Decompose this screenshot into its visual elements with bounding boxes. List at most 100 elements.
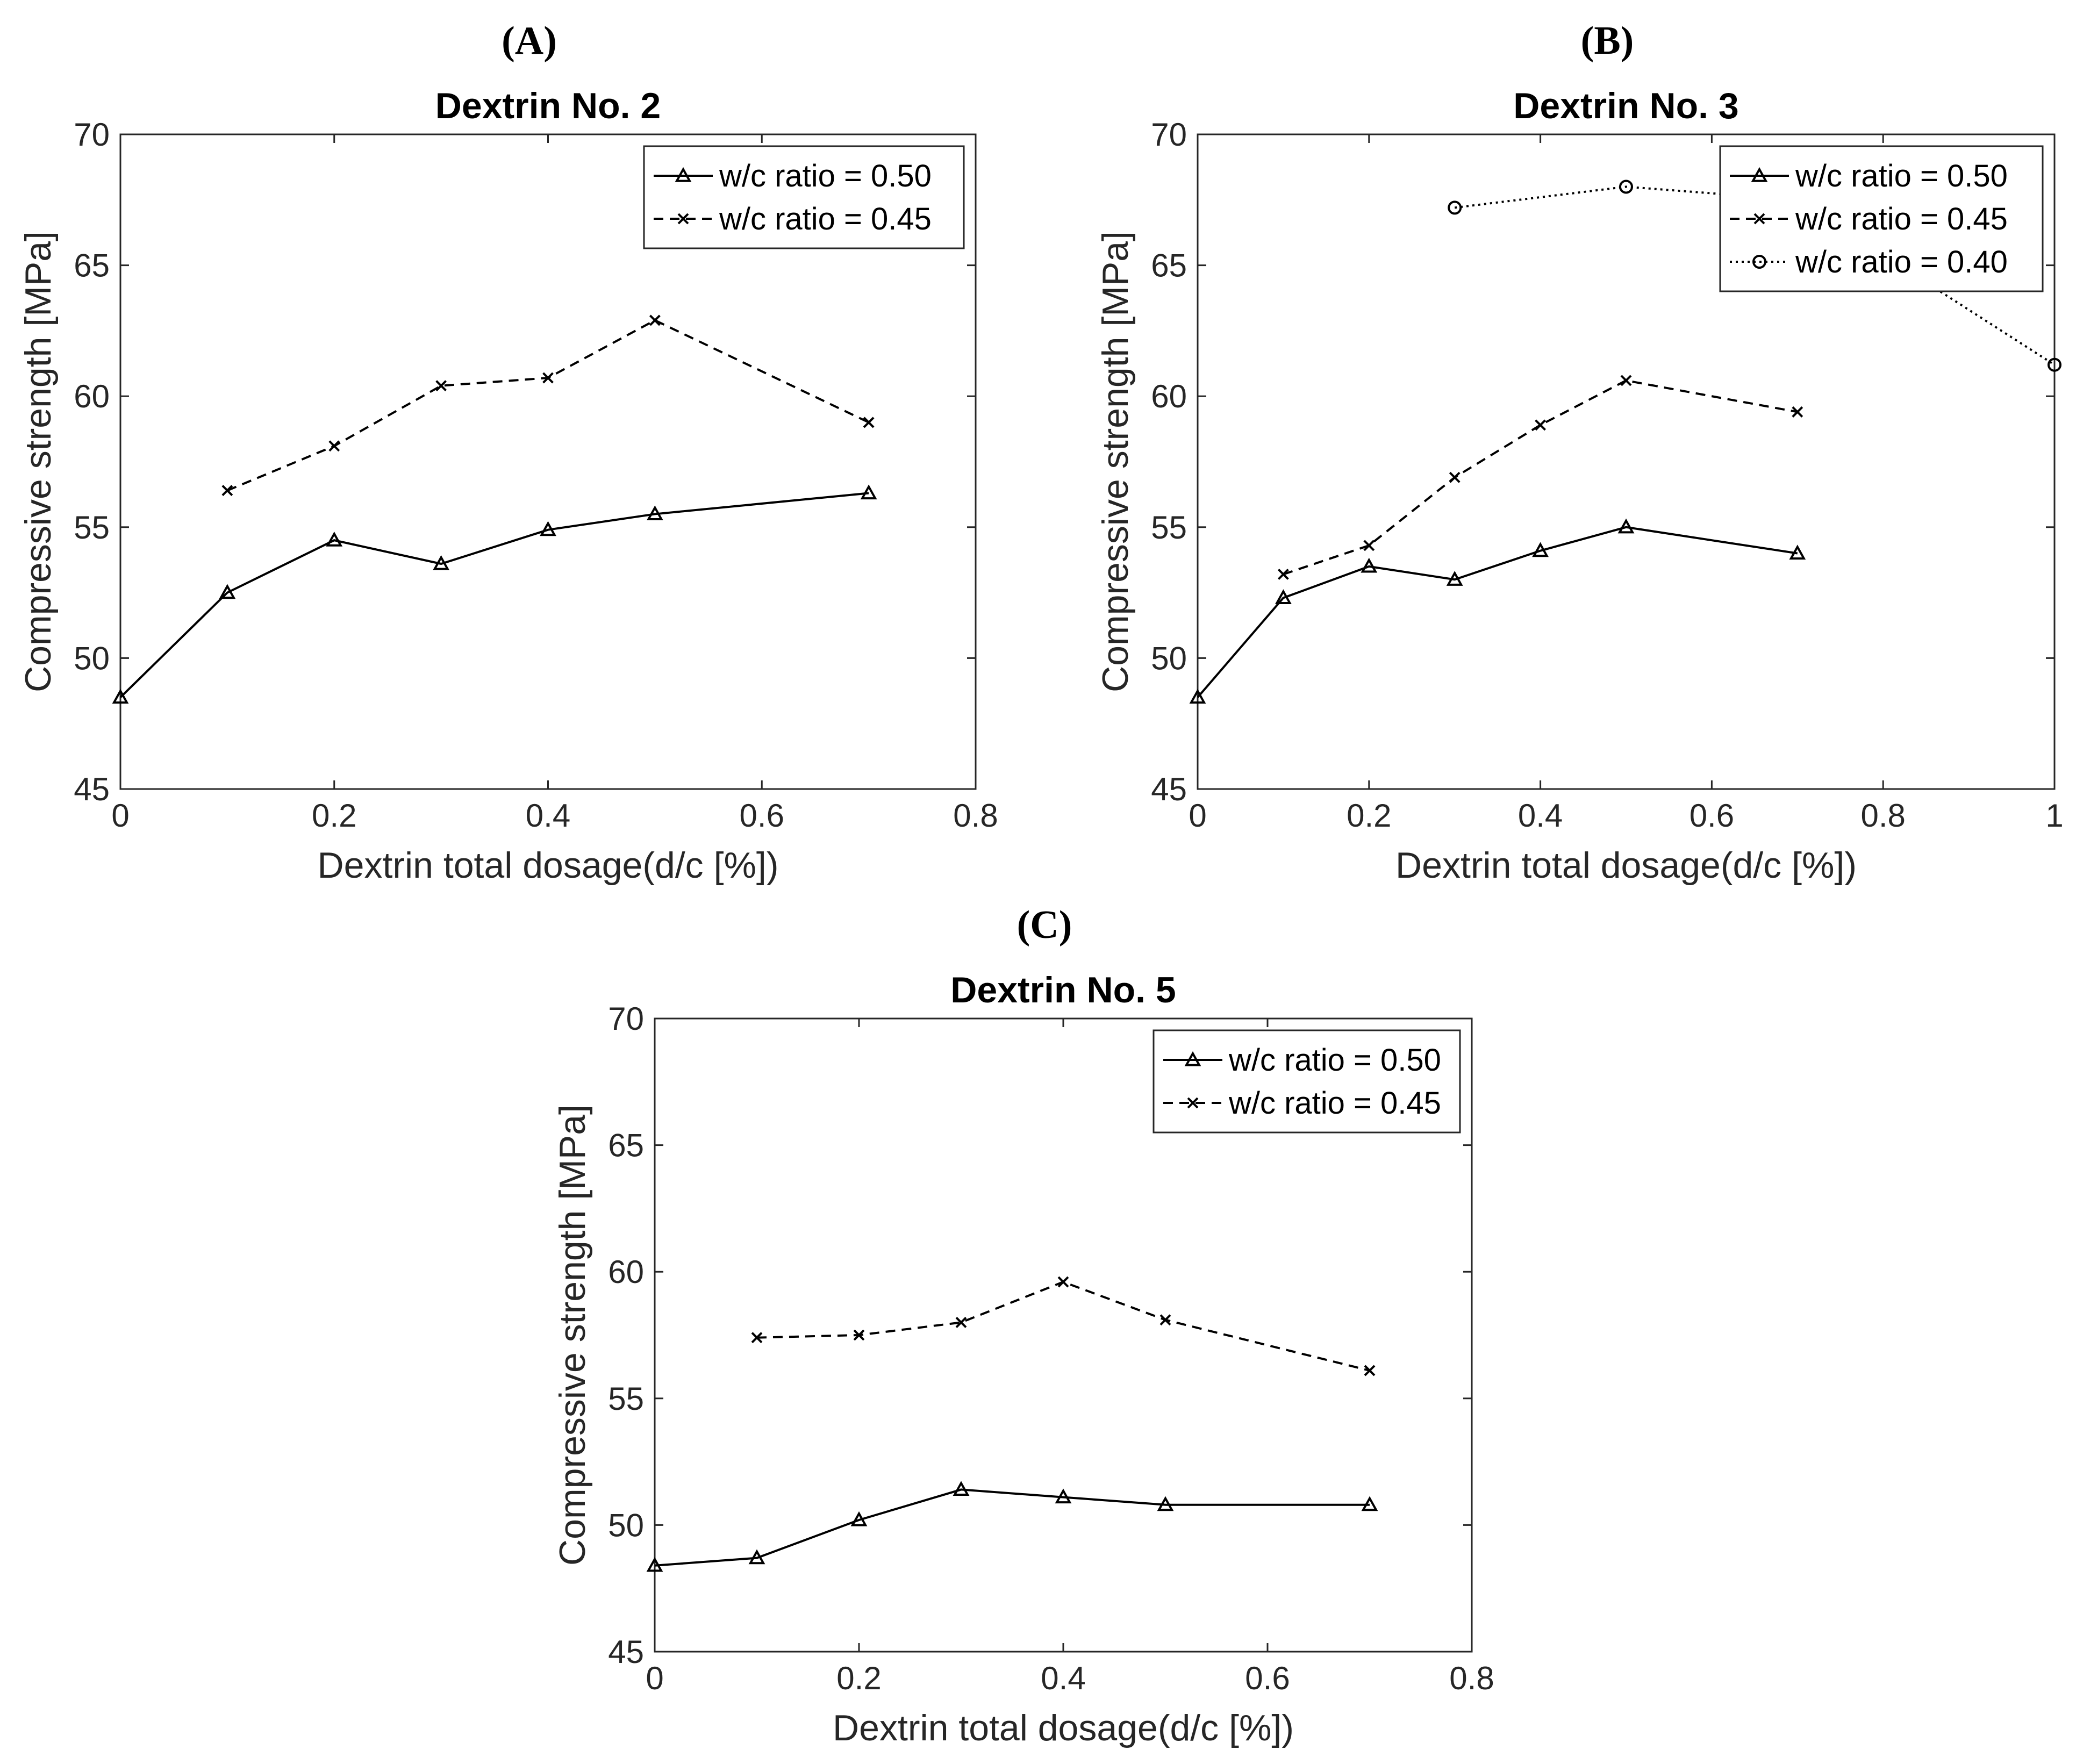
y-tick-label: 60 xyxy=(608,1254,644,1290)
y-tick-label: 45 xyxy=(74,771,110,807)
data-point-circle xyxy=(1619,180,1633,194)
panel-label: (C) xyxy=(1017,903,1072,947)
legend-entry: w/c ratio = 0.50 xyxy=(654,159,932,193)
x-tick-label: 0.2 xyxy=(1347,798,1391,834)
data-point-triangle xyxy=(540,521,556,536)
data-point-x xyxy=(863,417,875,428)
y-tick-label: 65 xyxy=(74,248,110,284)
x-tick-label: 0 xyxy=(646,1660,663,1696)
y-tick-label: 65 xyxy=(608,1128,644,1164)
legend-marker-x xyxy=(677,213,689,225)
x-tick-label: 0.8 xyxy=(1860,798,1905,834)
legend: w/c ratio = 0.50 w/c ratio = 0.45 xyxy=(643,145,965,249)
y-tick-label: 60 xyxy=(74,378,110,414)
series-line xyxy=(227,319,869,492)
y-tick-label: 50 xyxy=(1151,640,1187,676)
legend-entry: w/c ratio = 0.45 xyxy=(654,202,932,236)
x-tick-label: 0.2 xyxy=(312,798,356,834)
data-point-triangle xyxy=(1789,544,1806,560)
data-point-triangle xyxy=(748,1549,765,1565)
y-tick-label: 70 xyxy=(74,117,110,153)
chart-title: Dextrin No. 2 xyxy=(435,85,661,126)
legend-marker-triangle xyxy=(675,167,692,182)
data-point-x xyxy=(435,380,447,392)
legend-label: w/c ratio = 0.45 xyxy=(719,202,932,236)
y-tick-label: 50 xyxy=(74,640,110,676)
x-axis-label: Dextrin total dosage(d/c [%]) xyxy=(833,1708,1294,1748)
legend-box xyxy=(1719,145,2044,292)
data-point-x xyxy=(1792,406,1803,418)
data-point-triangle xyxy=(326,532,343,547)
y-axis-label: Compressive strength [MPa] xyxy=(552,1105,593,1566)
series-line xyxy=(1283,379,1798,576)
data-point-triangle xyxy=(219,584,236,599)
x-tick-label: 0.4 xyxy=(1518,798,1563,834)
chart-panel-c: (C) Dextrin No. 5 0 0.2 0.4 0.6 0.8 45 50 55 60 65 7… xyxy=(552,903,1494,1748)
data-point-x xyxy=(1620,375,1632,386)
data-point-x xyxy=(542,372,554,384)
legend-entry: w/c ratio = 0.40 xyxy=(1730,245,2008,279)
x-axis-label: Dextrin total dosage(d/c [%]) xyxy=(318,845,779,886)
data-point-triangle xyxy=(1446,571,1463,586)
x-tick-label: 0.6 xyxy=(1245,1660,1290,1696)
data-point-triangle xyxy=(850,1511,868,1526)
data-point-triangle xyxy=(646,1557,663,1572)
chart-title: Dextrin No. 3 xyxy=(1513,85,1738,126)
data-point-x xyxy=(1277,569,1289,580)
data-point-circle xyxy=(2048,357,2061,372)
data-point-triangle xyxy=(1189,689,1206,704)
data-point-triangle xyxy=(1275,589,1292,604)
x-tick-label: 0.8 xyxy=(1449,1660,1494,1696)
data-point-triangle xyxy=(1532,542,1549,557)
x-tick-label: 0.4 xyxy=(526,798,570,834)
data-point-triangle xyxy=(1361,1496,1378,1511)
legend-box xyxy=(643,145,965,249)
x-tick-label: 1 xyxy=(2045,798,2063,834)
data-point-triangle xyxy=(112,689,129,704)
x-tick-label: 0.4 xyxy=(1041,1660,1085,1696)
data-point-x xyxy=(1057,1276,1069,1288)
y-tick-label: 45 xyxy=(1151,771,1187,807)
series-dashed xyxy=(221,314,875,497)
legend-label: w/c ratio = 0.45 xyxy=(1228,1086,1441,1121)
x-axis-label: Dextrin total dosage(d/c [%]) xyxy=(1395,845,1857,886)
series-dashed xyxy=(751,1276,1376,1376)
series-line xyxy=(1197,526,1798,698)
panel-label: (B) xyxy=(1581,19,1634,63)
data-point-x xyxy=(1449,471,1461,483)
data-point-triangle xyxy=(646,505,663,521)
legend-marker-triangle xyxy=(1184,1051,1201,1066)
data-point-triangle xyxy=(953,1481,970,1496)
data-point-triangle xyxy=(1157,1496,1174,1511)
data-point-x xyxy=(1363,540,1375,551)
series-line xyxy=(119,492,869,698)
chart-title: Dextrin No. 5 xyxy=(950,970,1176,1010)
data-point-x xyxy=(1535,419,1547,431)
series-line xyxy=(654,1488,1370,1567)
data-point-circle xyxy=(1448,200,1462,215)
legend-label: w/c ratio = 0.50 xyxy=(719,159,932,193)
data-point-triangle xyxy=(1617,518,1635,534)
data-point-x xyxy=(328,440,340,452)
legend-box xyxy=(1152,1029,1461,1134)
data-point-x xyxy=(1364,1365,1376,1376)
data-point-x xyxy=(853,1329,865,1341)
legend: w/c ratio = 0.50 w/c ratio = 0.45 xyxy=(1152,1029,1461,1134)
y-tick-label: 60 xyxy=(1151,378,1187,414)
x-tick-label: 0.6 xyxy=(1690,798,1734,834)
y-tick-label: 70 xyxy=(1151,117,1187,153)
panel-label: (A) xyxy=(502,19,557,63)
y-axis-label: Compressive strength [MPa] xyxy=(18,231,59,692)
series-dashed xyxy=(1277,375,1803,580)
y-tick-label: 70 xyxy=(608,1001,644,1037)
y-axis-label: Compressive strength [MPa] xyxy=(1095,231,1136,692)
y-tick-label: 55 xyxy=(1151,510,1187,546)
y-tick-label: 65 xyxy=(1151,248,1187,284)
series-solid xyxy=(1189,518,1806,704)
series-line xyxy=(756,1280,1370,1372)
data-point-triangle xyxy=(433,555,450,570)
y-tick-label: 55 xyxy=(608,1381,644,1417)
legend-entry: w/c ratio = 0.45 xyxy=(1730,202,2008,236)
data-point-x xyxy=(955,1317,967,1328)
legend-marker-x xyxy=(1753,213,1765,225)
